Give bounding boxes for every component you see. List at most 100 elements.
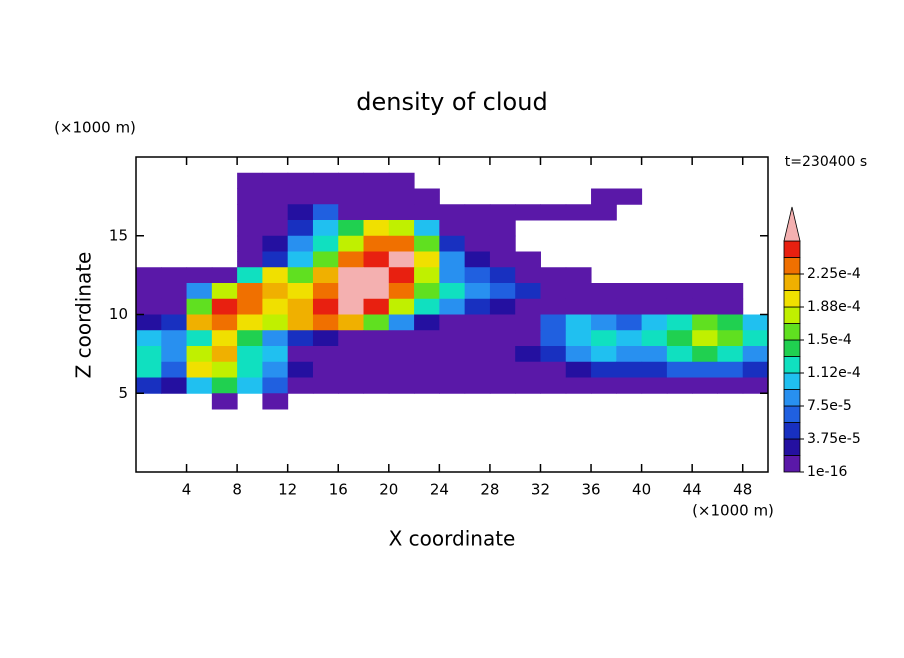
contour-cell [363, 283, 390, 300]
colorbar-extension [783, 206, 801, 242]
contour-cell [211, 377, 238, 394]
contour-cell [388, 267, 415, 284]
contour-cell [717, 330, 744, 347]
contour-cell [211, 346, 238, 363]
contour-cell [591, 361, 617, 378]
contour-cell [363, 330, 390, 347]
contour-cell [414, 298, 440, 315]
contour-cell [515, 330, 541, 347]
contour-cell [641, 283, 668, 300]
colorbar-band [783, 273, 801, 291]
contour-cell [287, 220, 314, 237]
contour-cell [312, 283, 339, 300]
contour-cell [464, 220, 491, 237]
colorbar-band [783, 306, 801, 324]
contour-cell [565, 267, 592, 284]
contour-cell [287, 361, 314, 378]
contour-cell [717, 361, 744, 378]
contour-cell [338, 235, 365, 252]
contour-cell [666, 361, 693, 378]
contour-cell [211, 361, 238, 378]
contour-cell [515, 346, 541, 363]
contour-cell [489, 267, 516, 284]
contour-cell [388, 251, 415, 268]
contour-cell [161, 330, 188, 347]
contour-cell [338, 220, 365, 237]
contour-cell [591, 283, 617, 300]
contour-cell [540, 314, 567, 331]
contour-cell [489, 220, 516, 237]
contour-cell [211, 283, 238, 300]
contour-cell [312, 220, 339, 237]
contour-cell [287, 283, 314, 300]
contour-cell [717, 298, 744, 315]
contour-cell [439, 346, 466, 363]
contour-cell [136, 314, 162, 331]
contour-cell [161, 267, 188, 284]
contour-cell [211, 314, 238, 331]
contour-cell [489, 314, 516, 331]
contour-cell [287, 172, 314, 189]
contour-cell [616, 361, 643, 378]
contour-cell [237, 346, 263, 363]
contour-cell [262, 314, 289, 331]
contour-cell [161, 283, 188, 300]
contour-cell [717, 283, 744, 300]
y-tick-label: 10 [109, 305, 128, 323]
contour-cell [692, 330, 718, 347]
contour-cell [591, 188, 617, 205]
contour-cell [262, 330, 289, 347]
x-tick-label: 32 [531, 481, 550, 499]
contour-cell [692, 314, 718, 331]
contour-cell [338, 251, 365, 268]
contour-cell [237, 330, 263, 347]
contour-cell [489, 283, 516, 300]
contour-cell [414, 251, 440, 268]
contour-cell [186, 298, 213, 315]
x-tick-label: 24 [430, 481, 449, 499]
contour-cell [414, 204, 440, 221]
y-unit-label: (×1000 m) [54, 119, 136, 137]
contour-cell [641, 330, 668, 347]
contour-cell [237, 283, 263, 300]
contour-cell [161, 361, 188, 378]
x-tick-label: 40 [632, 481, 651, 499]
contour-cell [540, 204, 567, 221]
contour-cell [388, 220, 415, 237]
contour-cell [439, 377, 466, 394]
x-tick-label: 36 [581, 481, 600, 499]
contour-cell [540, 377, 567, 394]
contour-cell [363, 188, 390, 205]
contour-cell [641, 314, 668, 331]
contour-cell [414, 283, 440, 300]
contour-cell [363, 251, 390, 268]
contour-cell [439, 298, 466, 315]
contour-cell [136, 361, 162, 378]
contour-cell [439, 220, 466, 237]
contour-cell [565, 283, 592, 300]
y-axis-label: Z coordinate [72, 252, 96, 379]
contour-cell [464, 330, 491, 347]
contour-cell [464, 251, 491, 268]
contour-cell [641, 346, 668, 363]
contour-cell [742, 330, 769, 347]
contour-cell [717, 314, 744, 331]
colorbar-tick-label: 7.5e-5 [807, 398, 852, 414]
contour-cell [565, 314, 592, 331]
colorbar-band [783, 389, 801, 407]
x-tick-label: 44 [683, 481, 702, 499]
contour-cell [161, 346, 188, 363]
contour-cell [338, 298, 365, 315]
contour-cell [136, 283, 162, 300]
colorbar-band [783, 455, 801, 473]
contour-cell [237, 377, 263, 394]
contour-cell [666, 346, 693, 363]
contour-cell [515, 314, 541, 331]
y-tick-label: 5 [118, 384, 128, 402]
contour-cell [464, 267, 491, 284]
contour-cell [641, 377, 668, 394]
contour-cell [186, 330, 213, 347]
contour-cell [338, 267, 365, 284]
contour-cell [540, 346, 567, 363]
